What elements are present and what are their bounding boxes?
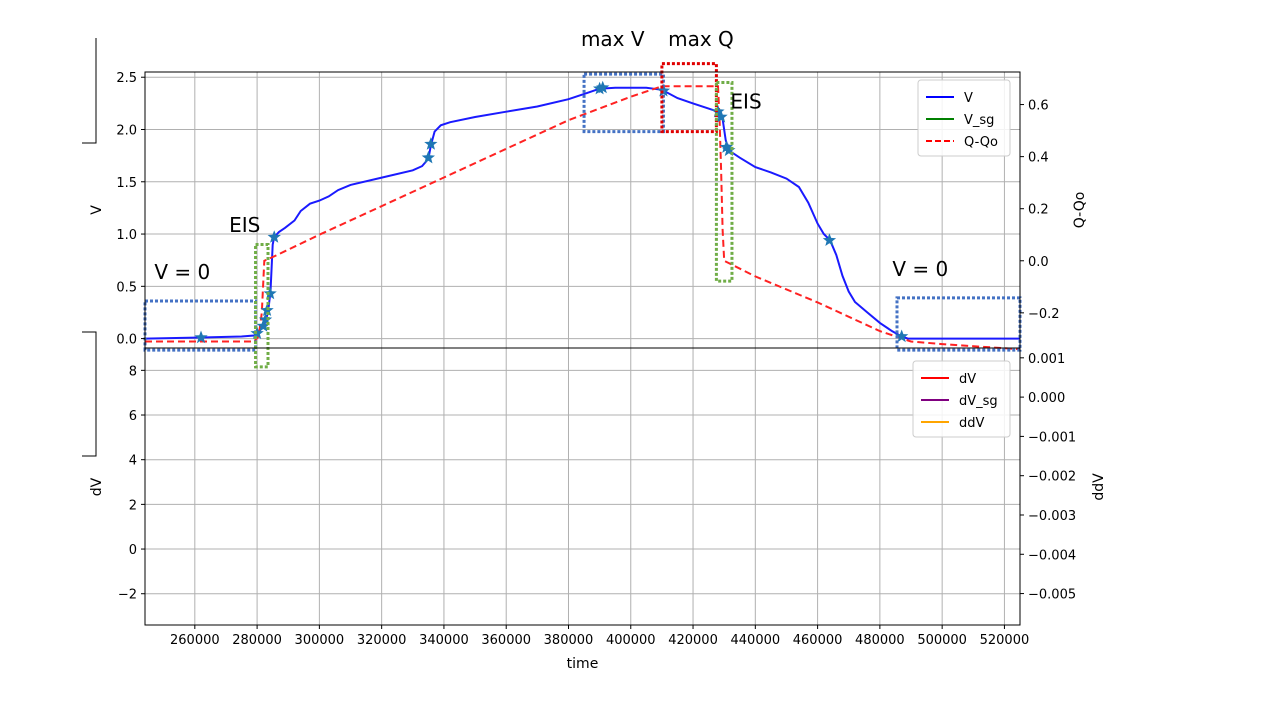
highlight-box [714, 80, 734, 283]
star-marker [194, 330, 208, 344]
y-tick-label-bottom-left: 8 [129, 364, 137, 379]
series-line-q-qo [145, 85, 1021, 351]
highlight-box [660, 62, 718, 134]
legend-label: ddV [959, 416, 985, 431]
y-tick-label-top-left: 2.5 [116, 71, 137, 86]
y-tick-label-top-left: 0.5 [116, 280, 137, 295]
y-tick-label-top-left: 2.0 [116, 124, 137, 139]
y-tick-label-bottom-left: 0 [129, 543, 137, 558]
y-tick-label-bottom-right: −0.004 [1028, 548, 1076, 563]
annotations: V = 0 EIS max V max Q EIS V = 0 [154, 27, 948, 284]
top-axes-frame [144, 71, 1021, 349]
annotation-text: max Q [668, 27, 734, 51]
y-axis-label-v: V [89, 205, 105, 215]
y-tick-label-bottom-left: 2 [129, 498, 137, 513]
legends: V V_sg Q-Qo dV dV_sg ddV [912, 79, 1011, 438]
x-tick-label: 420000 [668, 633, 718, 648]
star-marker [263, 286, 277, 300]
y-tick-label-bottom-left: 6 [129, 409, 137, 424]
y-tick-label-bottom-right: −0.005 [1028, 588, 1076, 603]
y-tick-label-top-left: 0.0 [116, 333, 137, 348]
y-axis-label-ddv: ddV [1091, 473, 1107, 501]
star-marker [267, 230, 281, 243]
y-tick-label-top-right: 0.2 [1028, 203, 1049, 218]
y-tick-label-bottom-right: −0.001 [1028, 430, 1076, 445]
grid-lines [145, 72, 1020, 625]
legend-box [917, 79, 1011, 157]
x-tick-label: 280000 [232, 633, 282, 648]
star-marker [822, 233, 837, 246]
highlight-box [895, 296, 1022, 352]
highlight-box [582, 72, 665, 134]
x-tick-label: 400000 [606, 633, 656, 648]
y-tick-label-top-right: 0.4 [1028, 151, 1049, 166]
x-tick-label: 300000 [295, 633, 345, 648]
y-tick-label-top-left: 1.0 [116, 228, 137, 243]
legend-label: V [964, 91, 973, 106]
axes-frames [144, 71, 1021, 626]
axis-labels: time V Q-Qo dV ddV [89, 192, 1107, 672]
legend-label: Q-Qo [964, 135, 998, 150]
x-tick-label: 520000 [980, 633, 1030, 648]
y-tick-label-bottom-right: −0.003 [1028, 509, 1076, 524]
x-tick-label: 260000 [170, 633, 220, 648]
y-tick-label-top-right: 0.0 [1028, 255, 1049, 270]
y-tick-label-top-right: −0.2 [1028, 307, 1060, 322]
x-tick-label: 500000 [917, 633, 967, 648]
tick-layer: 260000 280000 300000 320000 340000 360000 3800… [116, 71, 1076, 648]
star-marker [719, 140, 733, 153]
series-layer [144, 80, 1021, 351]
series-line-v [144, 86, 1020, 340]
annotation-text: V = 0 [154, 260, 210, 284]
star-marker [256, 319, 270, 332]
y-tick-label-top-left: 1.5 [116, 176, 137, 191]
x-tick-label: 320000 [357, 633, 407, 648]
x-tick-label: 480000 [855, 633, 905, 648]
bottom-axes-frame [144, 347, 1021, 626]
highlight-box [254, 243, 270, 369]
x-tick-label: 360000 [481, 633, 531, 648]
star-marker [424, 137, 438, 150]
y-tick-label-top-right: 0.6 [1028, 99, 1049, 114]
y-tick-label-bottom-left: 4 [129, 454, 137, 469]
star-marker [421, 150, 435, 164]
legend-label: dV [959, 372, 976, 387]
y-tick-label-bottom-left: −2 [118, 588, 137, 603]
x-tick-label: 380000 [544, 633, 594, 648]
y-axis-label-dv: dV [89, 477, 105, 496]
bracket-decorations [82, 38, 97, 457]
star-marker [711, 104, 725, 118]
y-tick-label-bottom-right: 0.001 [1028, 352, 1065, 367]
bracket-line [82, 38, 97, 144]
legend-box [912, 360, 1011, 438]
highlight-boxes [143, 62, 1022, 369]
y-tick-label-bottom-right: −0.002 [1028, 470, 1076, 485]
star-marker [596, 80, 610, 94]
star-marker [722, 143, 736, 157]
annotation-text: EIS [229, 213, 260, 237]
star-marker [258, 312, 273, 326]
star-marker [895, 329, 909, 343]
annotation-text: max V [581, 27, 645, 51]
legend-label: dV_sg [959, 394, 998, 409]
star-marker [714, 110, 728, 123]
highlight-box [143, 299, 258, 352]
x-tick-label: 440000 [731, 633, 781, 648]
x-tick-label: 340000 [419, 633, 469, 648]
annotation-text: V = 0 [892, 257, 948, 281]
bracket-line [82, 331, 97, 457]
x-tick-label: 460000 [793, 633, 843, 648]
star-marker [250, 326, 264, 339]
y-tick-label-bottom-right: 0.000 [1028, 391, 1065, 406]
x-axis-label: time [567, 656, 599, 672]
legend-label: V_sg [964, 113, 994, 128]
y-axis-label-q-qo: Q-Qo [1072, 192, 1088, 229]
annotation-text: EIS [730, 90, 761, 114]
